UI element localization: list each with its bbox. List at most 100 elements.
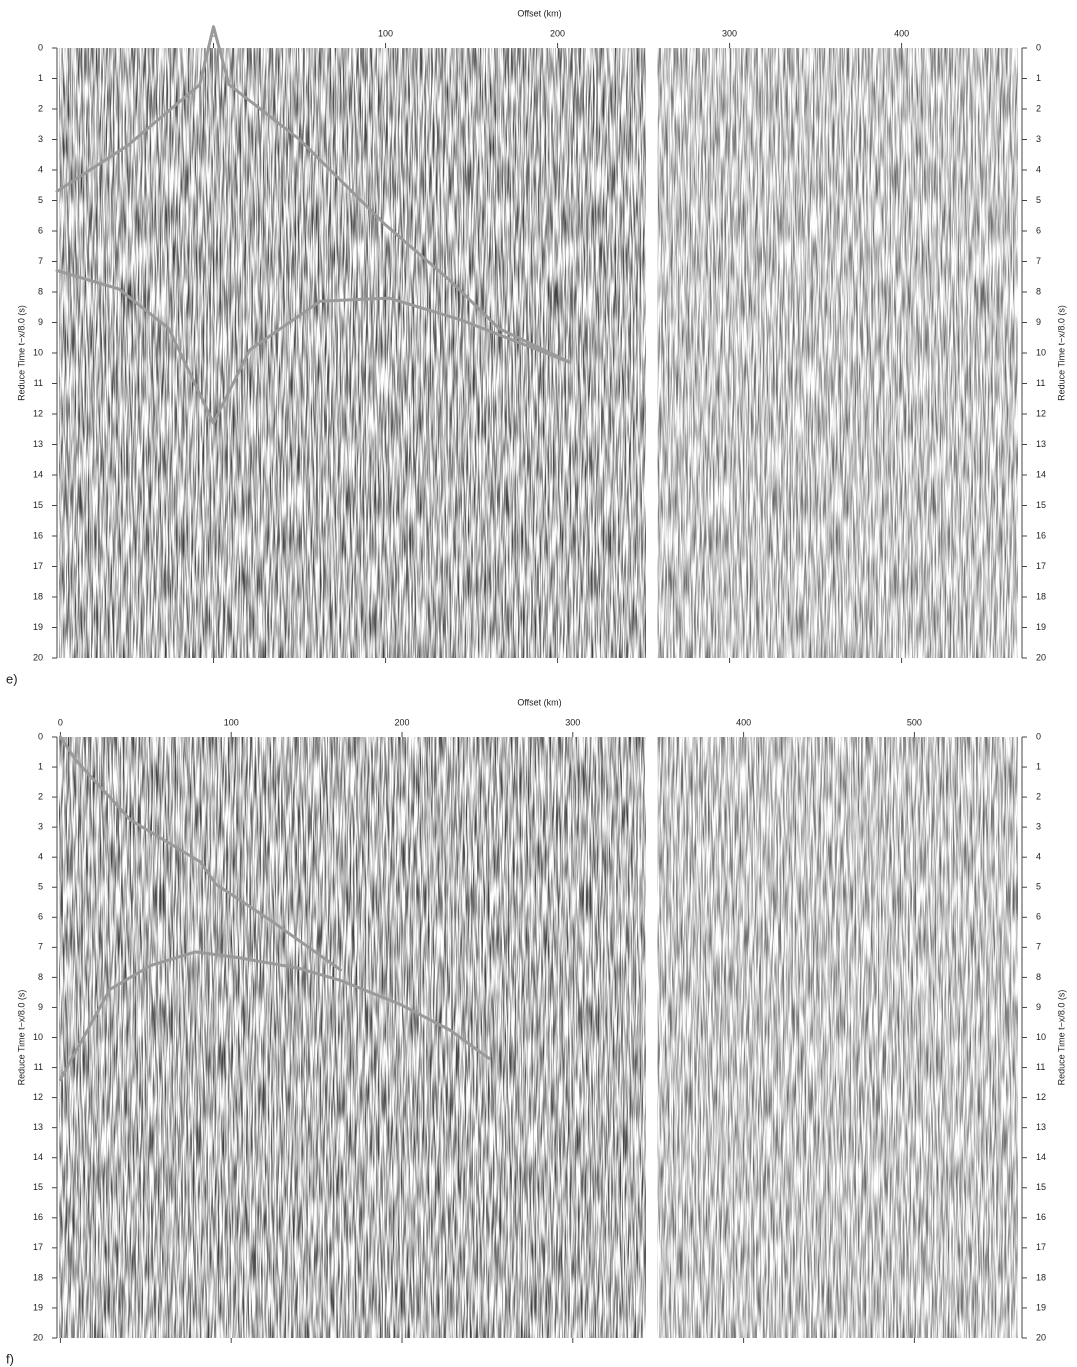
y-tick-label-right: 1 <box>1036 761 1041 771</box>
y-tick-label-right: 12 <box>1036 1092 1046 1102</box>
travel-time-curve <box>55 269 572 425</box>
y-tick-label: 18 <box>33 1272 43 1282</box>
y-tick-label-right: 0 <box>1036 731 1041 741</box>
y-tick-label: 10 <box>33 1032 43 1042</box>
y-tick-label: 5 <box>38 195 43 205</box>
y-tick-label: 16 <box>33 1212 43 1222</box>
seismic-traces <box>59 48 646 658</box>
x-tick-label: 300 <box>565 717 580 727</box>
y-tick-label-right: 4 <box>1036 852 1041 862</box>
y-tick-label-right: 13 <box>1036 439 1046 449</box>
y-tick-label-right: 11 <box>1036 1062 1045 1072</box>
y-tick-label: 3 <box>38 134 43 144</box>
y-tick-label: 3 <box>38 822 43 832</box>
y-tick-label: 17 <box>33 561 43 571</box>
y-tick-label-right: 20 <box>1036 652 1046 662</box>
y-axis-label: Reduce Time t−x/8.0 (s) <box>16 305 26 401</box>
y-tick-label-right: 18 <box>1036 1272 1046 1282</box>
x-tick-label: 200 <box>394 717 409 727</box>
y-tick-label-right: 2 <box>1036 791 1041 801</box>
y-tick-label: 9 <box>38 317 43 327</box>
y-tick-label: 19 <box>33 622 43 632</box>
y-tick-label: 18 <box>33 591 43 601</box>
x-axis-label: Offset (km) <box>517 697 561 707</box>
y-tick-label: 12 <box>33 408 43 418</box>
y-tick-label-right: 9 <box>1036 1002 1041 1012</box>
panel-label: e) <box>6 671 18 686</box>
y-tick-label: 15 <box>33 500 43 510</box>
y-tick-label-right: 7 <box>1036 942 1041 952</box>
y-tick-label: 5 <box>38 882 43 892</box>
y-tick-label-right: 17 <box>1036 1242 1046 1252</box>
y-tick-label-right: 13 <box>1036 1122 1046 1132</box>
y-tick-label-right: 7 <box>1036 256 1041 266</box>
y-tick-label: 10 <box>33 347 43 357</box>
y-axis-label-right: Reduce Time t−x/8.0 (s) <box>1056 990 1066 1086</box>
y-tick-label-right: 15 <box>1036 500 1046 510</box>
y-tick-label-right: 19 <box>1036 622 1046 632</box>
seismic-traces <box>657 737 1018 1338</box>
y-axis-label: Reduce Time t−x/8.0 (s) <box>16 990 26 1086</box>
x-axis-label: Offset (km) <box>517 8 561 18</box>
y-tick-label-right: 12 <box>1036 408 1046 418</box>
y-tick-label-right: 16 <box>1036 1212 1046 1222</box>
y-tick-label: 6 <box>38 912 43 922</box>
y-tick-label-right: 3 <box>1036 134 1041 144</box>
y-tick-label: 15 <box>33 1182 43 1192</box>
y-tick-label: 11 <box>34 1062 43 1072</box>
y-tick-label: 12 <box>33 1092 43 1102</box>
travel-time-curve <box>58 950 491 1082</box>
y-axis-label-right: Reduce Time t−x/8.0 (s) <box>1056 305 1066 401</box>
y-tick-label-right: 14 <box>1036 469 1046 479</box>
x-tick-label: 0 <box>211 28 216 38</box>
y-tick-label: 8 <box>38 286 43 296</box>
x-tick-label: 500 <box>907 717 922 727</box>
x-tick-label: 400 <box>894 28 909 38</box>
y-tick-label: 7 <box>38 256 43 266</box>
y-tick-label-right: 8 <box>1036 286 1041 296</box>
y-tick-label: 0 <box>38 731 43 741</box>
x-tick-label: 400 <box>736 717 751 727</box>
y-tick-label: 20 <box>33 1332 43 1342</box>
y-tick-label: 2 <box>38 103 43 113</box>
y-tick-label-right: 5 <box>1036 882 1041 892</box>
y-tick-label-right: 17 <box>1036 561 1046 571</box>
y-tick-label: 17 <box>33 1242 43 1252</box>
y-tick-label-right: 20 <box>1036 1332 1046 1342</box>
y-tick-label-right: 2 <box>1036 103 1041 113</box>
seismic-traces <box>657 48 1018 658</box>
y-tick-label: 19 <box>33 1302 43 1312</box>
y-tick-label-right: 6 <box>1036 225 1041 235</box>
y-tick-label-right: 4 <box>1036 164 1041 174</box>
y-tick-label-right: 10 <box>1036 1032 1046 1042</box>
x-tick-label: 200 <box>550 28 565 38</box>
y-tick-label: 20 <box>33 652 43 662</box>
y-tick-label-right: 1 <box>1036 73 1041 83</box>
y-tick-label: 8 <box>38 972 43 982</box>
x-tick-label: 100 <box>224 717 239 727</box>
x-tick-label: 0 <box>58 717 63 727</box>
y-tick-label-right: 16 <box>1036 530 1046 540</box>
y-tick-label-right: 18 <box>1036 591 1046 601</box>
y-tick-label-right: 14 <box>1036 1152 1046 1162</box>
y-tick-label-right: 15 <box>1036 1182 1046 1192</box>
y-tick-label-right: 9 <box>1036 317 1041 327</box>
y-tick-label-right: 11 <box>1036 378 1045 388</box>
travel-time-curve <box>58 735 342 972</box>
x-tick-label: 300 <box>722 28 737 38</box>
y-tick-label-right: 0 <box>1036 42 1041 52</box>
y-tick-label: 13 <box>33 1122 43 1132</box>
y-tick-label: 1 <box>38 73 43 83</box>
y-tick-label: 11 <box>34 378 43 388</box>
panel-label: f) <box>6 1351 14 1366</box>
y-tick-label: 9 <box>38 1002 43 1012</box>
y-tick-label: 14 <box>33 469 43 479</box>
y-tick-label-right: 19 <box>1036 1302 1046 1312</box>
y-tick-label: 6 <box>38 225 43 235</box>
y-tick-label-right: 3 <box>1036 822 1041 832</box>
y-tick-label: 13 <box>33 439 43 449</box>
y-tick-label-right: 6 <box>1036 912 1041 922</box>
y-tick-label-right: 8 <box>1036 972 1041 982</box>
y-tick-label: 2 <box>38 791 43 801</box>
y-tick-label: 7 <box>38 942 43 952</box>
